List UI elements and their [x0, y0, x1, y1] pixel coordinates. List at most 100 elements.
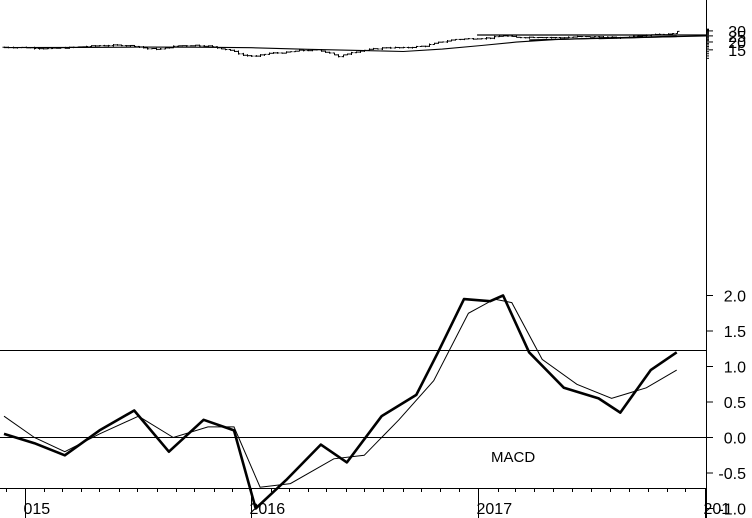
price-bar — [180, 45, 185, 47]
price-bar — [670, 33, 675, 35]
price-bar — [592, 36, 597, 38]
price-bar — [579, 36, 584, 38]
price-bar — [145, 47, 150, 50]
price-bar — [371, 47, 376, 50]
price-bar — [553, 36, 558, 39]
price-bar — [397, 46, 402, 49]
price-bar — [228, 49, 233, 51]
price-y-tick-label: 20 — [728, 35, 746, 52]
price-bar — [210, 45, 215, 48]
price-bar — [349, 51, 354, 55]
price-bar — [293, 50, 298, 53]
price-y-tick-label: 25 — [728, 29, 746, 46]
macd-y-tick-label: 2.0 — [724, 289, 746, 306]
price-bar — [571, 36, 576, 38]
price-bar — [423, 45, 428, 48]
price-bar — [458, 38, 463, 41]
price-bar — [271, 52, 276, 54]
macd-y-tick-label: -1.0 — [718, 502, 746, 518]
price-bar — [288, 51, 293, 53]
price-bar — [380, 47, 385, 51]
price-bar — [280, 52, 285, 54]
price-bar — [184, 45, 189, 47]
price-bar — [384, 47, 389, 49]
price-bar — [675, 30, 680, 35]
price-bar — [562, 37, 567, 39]
price-bar — [124, 45, 129, 47]
price-y-tick-label: 30 — [728, 24, 746, 41]
price-bar — [93, 45, 98, 47]
price-bar — [115, 44, 120, 46]
price-bar — [406, 46, 411, 49]
price-bar — [323, 50, 328, 53]
time-axis: 015 2016 2017 201 — [6, 488, 731, 518]
price-bar — [518, 36, 523, 39]
price-bar — [449, 39, 454, 42]
price-bar — [111, 43, 116, 47]
price-bar — [523, 37, 528, 39]
price-bar — [636, 35, 641, 37]
price-bar — [249, 55, 254, 57]
price-bar — [536, 36, 541, 39]
price-bar — [388, 46, 393, 49]
macd-label: MACD — [491, 449, 535, 466]
price-bar — [427, 43, 432, 47]
price-bar — [488, 37, 493, 40]
price-bar — [479, 38, 484, 40]
price-bar — [97, 45, 102, 47]
price-bar — [484, 36, 489, 40]
price-bar — [128, 44, 133, 47]
price-bar — [193, 44, 198, 47]
macd-signal-line — [3, 298, 677, 488]
price-y-tick-label: 15 — [728, 43, 746, 60]
price-bar — [492, 35, 497, 40]
price-bar — [588, 36, 593, 38]
year-tick-label: 201 — [704, 501, 731, 518]
price-bar — [566, 36, 571, 39]
price-bar — [549, 36, 554, 39]
price-bar — [354, 51, 359, 54]
price-bar — [466, 38, 471, 40]
price-bar — [475, 38, 480, 40]
price-bar — [306, 49, 311, 52]
year-tick-label: 2016 — [250, 501, 286, 518]
price-bar — [176, 45, 181, 47]
price-bar — [102, 44, 107, 47]
price-bar — [527, 36, 532, 39]
price-bar — [471, 38, 476, 40]
price-bar — [167, 47, 172, 49]
price-bar — [150, 48, 155, 50]
price-bar — [453, 38, 458, 41]
price-bar — [540, 36, 545, 39]
macd-y-tick-label: 1.0 — [724, 360, 746, 377]
price-bar — [558, 37, 563, 39]
price-bar — [436, 41, 441, 44]
secondary-trendline — [598, 35, 677, 40]
price-bar — [497, 35, 502, 38]
price-bar — [358, 50, 363, 53]
macd-line — [3, 294, 678, 510]
price-bar — [267, 52, 272, 55]
macd-y-tick-label: -0.5 — [718, 466, 746, 483]
price-bar — [37, 47, 42, 50]
price-bar — [119, 44, 124, 47]
price-bar — [414, 45, 419, 49]
price-bar — [419, 45, 424, 47]
price-bar — [245, 54, 250, 57]
price-bar — [332, 52, 337, 56]
price-bar — [345, 53, 350, 56]
price-bar — [297, 49, 302, 52]
price-bar — [401, 46, 406, 49]
price-bar — [336, 54, 341, 58]
price-bar — [236, 50, 241, 55]
price-bar — [445, 40, 450, 43]
price-bar — [514, 35, 519, 38]
price-bar — [432, 42, 437, 46]
price-bar — [197, 44, 202, 47]
price-bar — [327, 51, 332, 54]
price-bar — [440, 41, 445, 43]
price-bar — [106, 44, 111, 47]
price-bar — [393, 46, 398, 49]
price-bar — [584, 36, 589, 38]
